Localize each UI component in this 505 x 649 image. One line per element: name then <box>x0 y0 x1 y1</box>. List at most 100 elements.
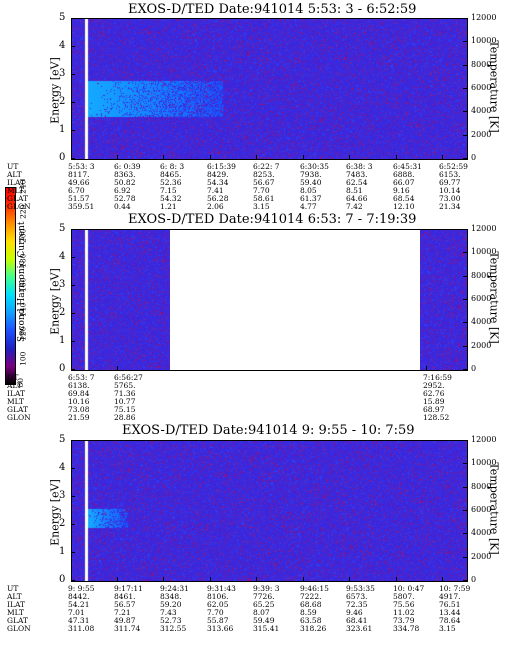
table-row-label: GLON <box>7 624 31 633</box>
panel-3-plot <box>71 440 468 582</box>
table-cell: 8429. <box>207 170 229 179</box>
xtick-mark <box>117 366 118 370</box>
ytick-right-mark <box>463 369 467 370</box>
ytick-right-mark <box>463 556 467 558</box>
table-cell: 7.70 <box>207 608 224 617</box>
table-cell: 8.07 <box>253 608 270 617</box>
table-cell: 73.79 <box>393 616 415 625</box>
panel-3-ylabel: Energy [eV] <box>48 479 62 546</box>
table-row-label: ALT <box>7 170 22 179</box>
ytick-mark <box>71 229 75 230</box>
table-cell: 61.37 <box>300 194 322 203</box>
panel-3-spectrogram <box>72 441 467 581</box>
ytick-mark <box>71 46 75 47</box>
panel-1-spectrogram <box>72 19 467 159</box>
ytick-mark <box>71 102 75 103</box>
table-cell: 359.51 <box>68 202 95 211</box>
table-row-label: UT <box>7 373 19 382</box>
table-cell: 9.16 <box>393 186 410 195</box>
xtick-mark <box>210 577 211 581</box>
table-cell: 15.89 <box>423 397 445 406</box>
xtick-mark <box>71 366 72 370</box>
table-cell: 56.57 <box>114 600 136 609</box>
panel-2-plot <box>71 229 468 371</box>
table-cell: 55.87 <box>207 616 229 625</box>
ytick-right-mark <box>463 88 467 89</box>
table-cell: 62.05 <box>207 600 229 609</box>
colorbar-tick-label: 200 <box>18 228 28 243</box>
table-cell: 11.02 <box>393 608 415 617</box>
table-cell: 7222. <box>300 592 322 601</box>
ytick-right-label: 0 <box>471 364 477 373</box>
table-cell: 7.42 <box>346 202 363 211</box>
table-cell: 7938. <box>300 170 322 179</box>
table-cell: 6:52:59 <box>439 162 468 171</box>
table-cell: 8.51 <box>346 186 363 195</box>
table-cell: 58.61 <box>253 194 275 203</box>
table-cell: 0.44 <box>114 202 131 211</box>
table-row-label: GLAT <box>7 616 28 625</box>
ytick-right-mark <box>463 18 467 19</box>
table-cell: 76.51 <box>439 600 461 609</box>
panel-3-title: EXOS-D/TED Date:941014 9: 9:55 - 10: 7:5… <box>122 423 415 438</box>
table-cell: 6:38: 3 <box>346 162 373 171</box>
xtick-mark <box>210 155 211 159</box>
ytick-mark <box>71 524 75 525</box>
xtick-mark <box>163 155 164 159</box>
table-cell: 7.15 <box>160 186 177 195</box>
table-cell: 47.31 <box>68 616 90 625</box>
ytick-label: 0 <box>59 152 66 163</box>
xtick-mark <box>117 155 118 159</box>
table-row-label: MLT <box>7 608 25 617</box>
table-cell: 7.01 <box>68 608 85 617</box>
table-cell: 54.32 <box>160 194 182 203</box>
ytick-right-label: 10000 <box>471 36 497 46</box>
table-cell: 6.92 <box>114 186 131 195</box>
ytick-mark <box>71 257 75 258</box>
ytick-label: 1 <box>59 124 66 135</box>
table-cell: 10.77 <box>114 397 136 406</box>
colorbar-tick-label: 160 <box>18 277 28 292</box>
ytick-right-label: 10000 <box>471 247 497 257</box>
panel-2-title: EXOS-D/TED Date:941014 6:53: 7 - 7:19:39 <box>128 212 417 227</box>
table-cell: 6:22: 7 <box>253 162 280 171</box>
ytick-right-label: 8000 <box>471 481 492 491</box>
table-cell: 52.36 <box>160 178 182 187</box>
table-cell: 62.76 <box>423 389 445 398</box>
table-cell: 7.21 <box>114 608 131 617</box>
ytick-right-label: 4000 <box>471 317 492 327</box>
colorbar-tick-label: 100 <box>18 351 28 366</box>
table-cell: 3.15 <box>253 202 270 211</box>
colorbar-tick-label: 140 <box>18 302 28 317</box>
ytick-label: 2 <box>59 307 66 318</box>
ytick-right-label: 12000 <box>471 13 497 22</box>
table-cell: 54.34 <box>207 178 229 187</box>
panel-1-plot <box>71 18 468 160</box>
table-cell: 5:53: 3 <box>68 162 95 171</box>
table-cell: 66.07 <box>393 178 415 187</box>
table-cell: 10: 7:59 <box>439 584 471 593</box>
table-row-label: MLT <box>7 397 25 406</box>
xtick-mark <box>396 577 397 581</box>
ytick-right-label: 0 <box>471 575 477 584</box>
ytick-mark <box>71 18 75 19</box>
ytick-right-mark <box>463 158 467 159</box>
table-row-label: ALT <box>7 592 22 601</box>
table-cell: 8.05 <box>300 186 317 195</box>
table-cell: 10: 0:47 <box>393 584 425 593</box>
ytick-label: 4 <box>59 40 66 51</box>
table-cell: 9:17:11 <box>114 584 143 593</box>
table-cell: 6:45:31 <box>393 162 422 171</box>
ytick-right-label: 2000 <box>471 340 492 350</box>
table-cell: 6: 0:39 <box>114 162 141 171</box>
ytick-mark <box>71 440 75 441</box>
ytick-label: 0 <box>59 574 66 585</box>
xtick-mark <box>71 577 72 581</box>
table-cell: 9:24:31 <box>160 584 189 593</box>
ytick-mark <box>71 313 75 314</box>
table-cell: 8.59 <box>300 608 317 617</box>
table-cell: 21.34 <box>439 202 461 211</box>
table-cell: 7:16:59 <box>423 373 452 382</box>
table-cell: 65.25 <box>253 600 275 609</box>
ytick-right-mark <box>463 533 467 535</box>
